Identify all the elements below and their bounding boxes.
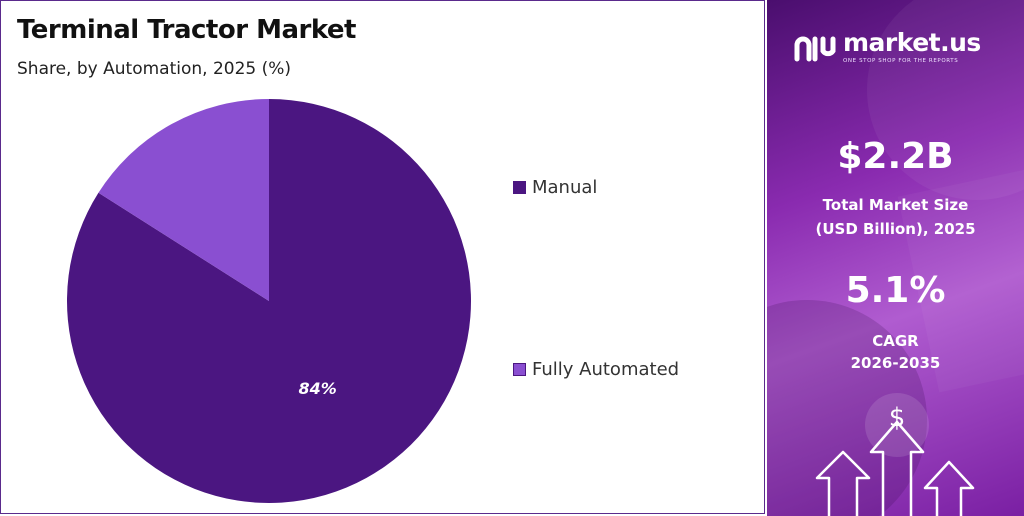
growth-arrows-icon: $: [815, 403, 975, 516]
market-size-label-line1: Total Market Size: [822, 196, 969, 214]
pie-slice-fully-automated: [98, 98, 269, 301]
cagr-period: 2026-2035: [850, 354, 941, 372]
market-size-value: $2.2B: [837, 136, 954, 177]
brand-logo: market.us ONE STOP SHOP FOR THE REPORTS: [793, 30, 981, 64]
background-decoration: [767, 0, 1024, 516]
dollar-icon: $: [889, 403, 906, 433]
legend-item-fully-automated: Fully Automated: [513, 359, 679, 380]
brand-tagline: ONE STOP SHOP FOR THE REPORTS: [843, 58, 959, 64]
legend-swatch-fully-automated: [513, 363, 526, 376]
pie-chart: 84%: [67, 98, 471, 503]
chart-panel: Terminal Tractor Market Share, by Automa…: [0, 0, 765, 514]
legend-swatch-manual: [513, 181, 526, 194]
legend-label-fully-automated: Fully Automated: [532, 359, 680, 380]
brand-name: market.us: [843, 28, 981, 57]
summary-panel: market.us ONE STOP SHOP FOR THE REPORTS …: [767, 0, 1024, 516]
legend-label-manual: Manual: [532, 177, 598, 198]
chart-subtitle: Share, by Automation, 2025 (%): [17, 59, 292, 79]
cagr-value: 5.1%: [845, 270, 946, 311]
pie-data-label-manual: 84%: [299, 379, 337, 398]
chart-title: Terminal Tractor Market: [17, 15, 356, 45]
legend-item-manual: Manual: [513, 177, 597, 198]
market-size-label-line2: (USD Billion), 2025: [815, 220, 976, 238]
market-us-logo-icon: [794, 36, 836, 62]
cagr-label: CAGR: [872, 332, 919, 350]
